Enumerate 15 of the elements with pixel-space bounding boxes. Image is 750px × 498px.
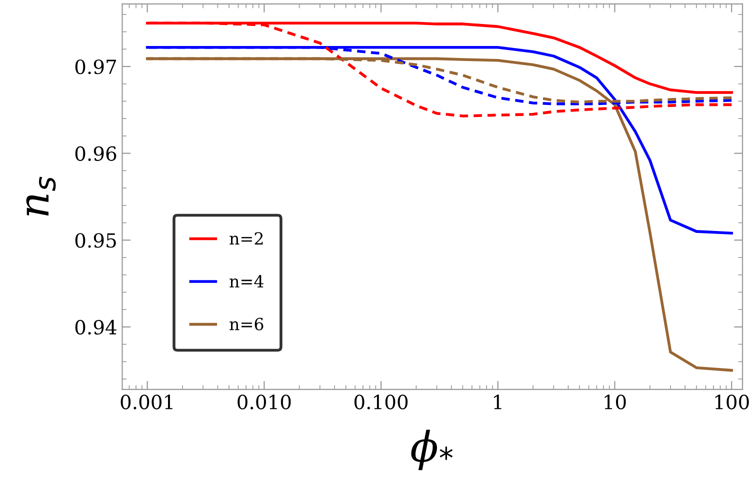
x-axis-title: ϕ$_{*}$ xyxy=(411,430,453,470)
y-tick-label: 0.97 xyxy=(75,59,116,74)
legend-label: n=6 xyxy=(230,318,264,330)
x-tick-label: 1 xyxy=(494,394,502,410)
y-tick-label: 0.96 xyxy=(75,146,116,161)
x-tick-label: 10 xyxy=(604,394,626,410)
x-tick-label: 0.001 xyxy=(120,394,172,410)
x-tick-label: 0.010 xyxy=(238,394,291,410)
y-tick-label: 0.94 xyxy=(75,320,116,335)
x-tick-label: 0.100 xyxy=(354,394,408,410)
legend-label: n=4 xyxy=(230,274,264,288)
legend-label: n=2 xyxy=(230,232,263,245)
y-tick-label: 0.95 xyxy=(75,233,116,248)
x-tick-label: 100 xyxy=(715,394,749,410)
y-axis-title: n$_{s}$ xyxy=(26,176,56,216)
